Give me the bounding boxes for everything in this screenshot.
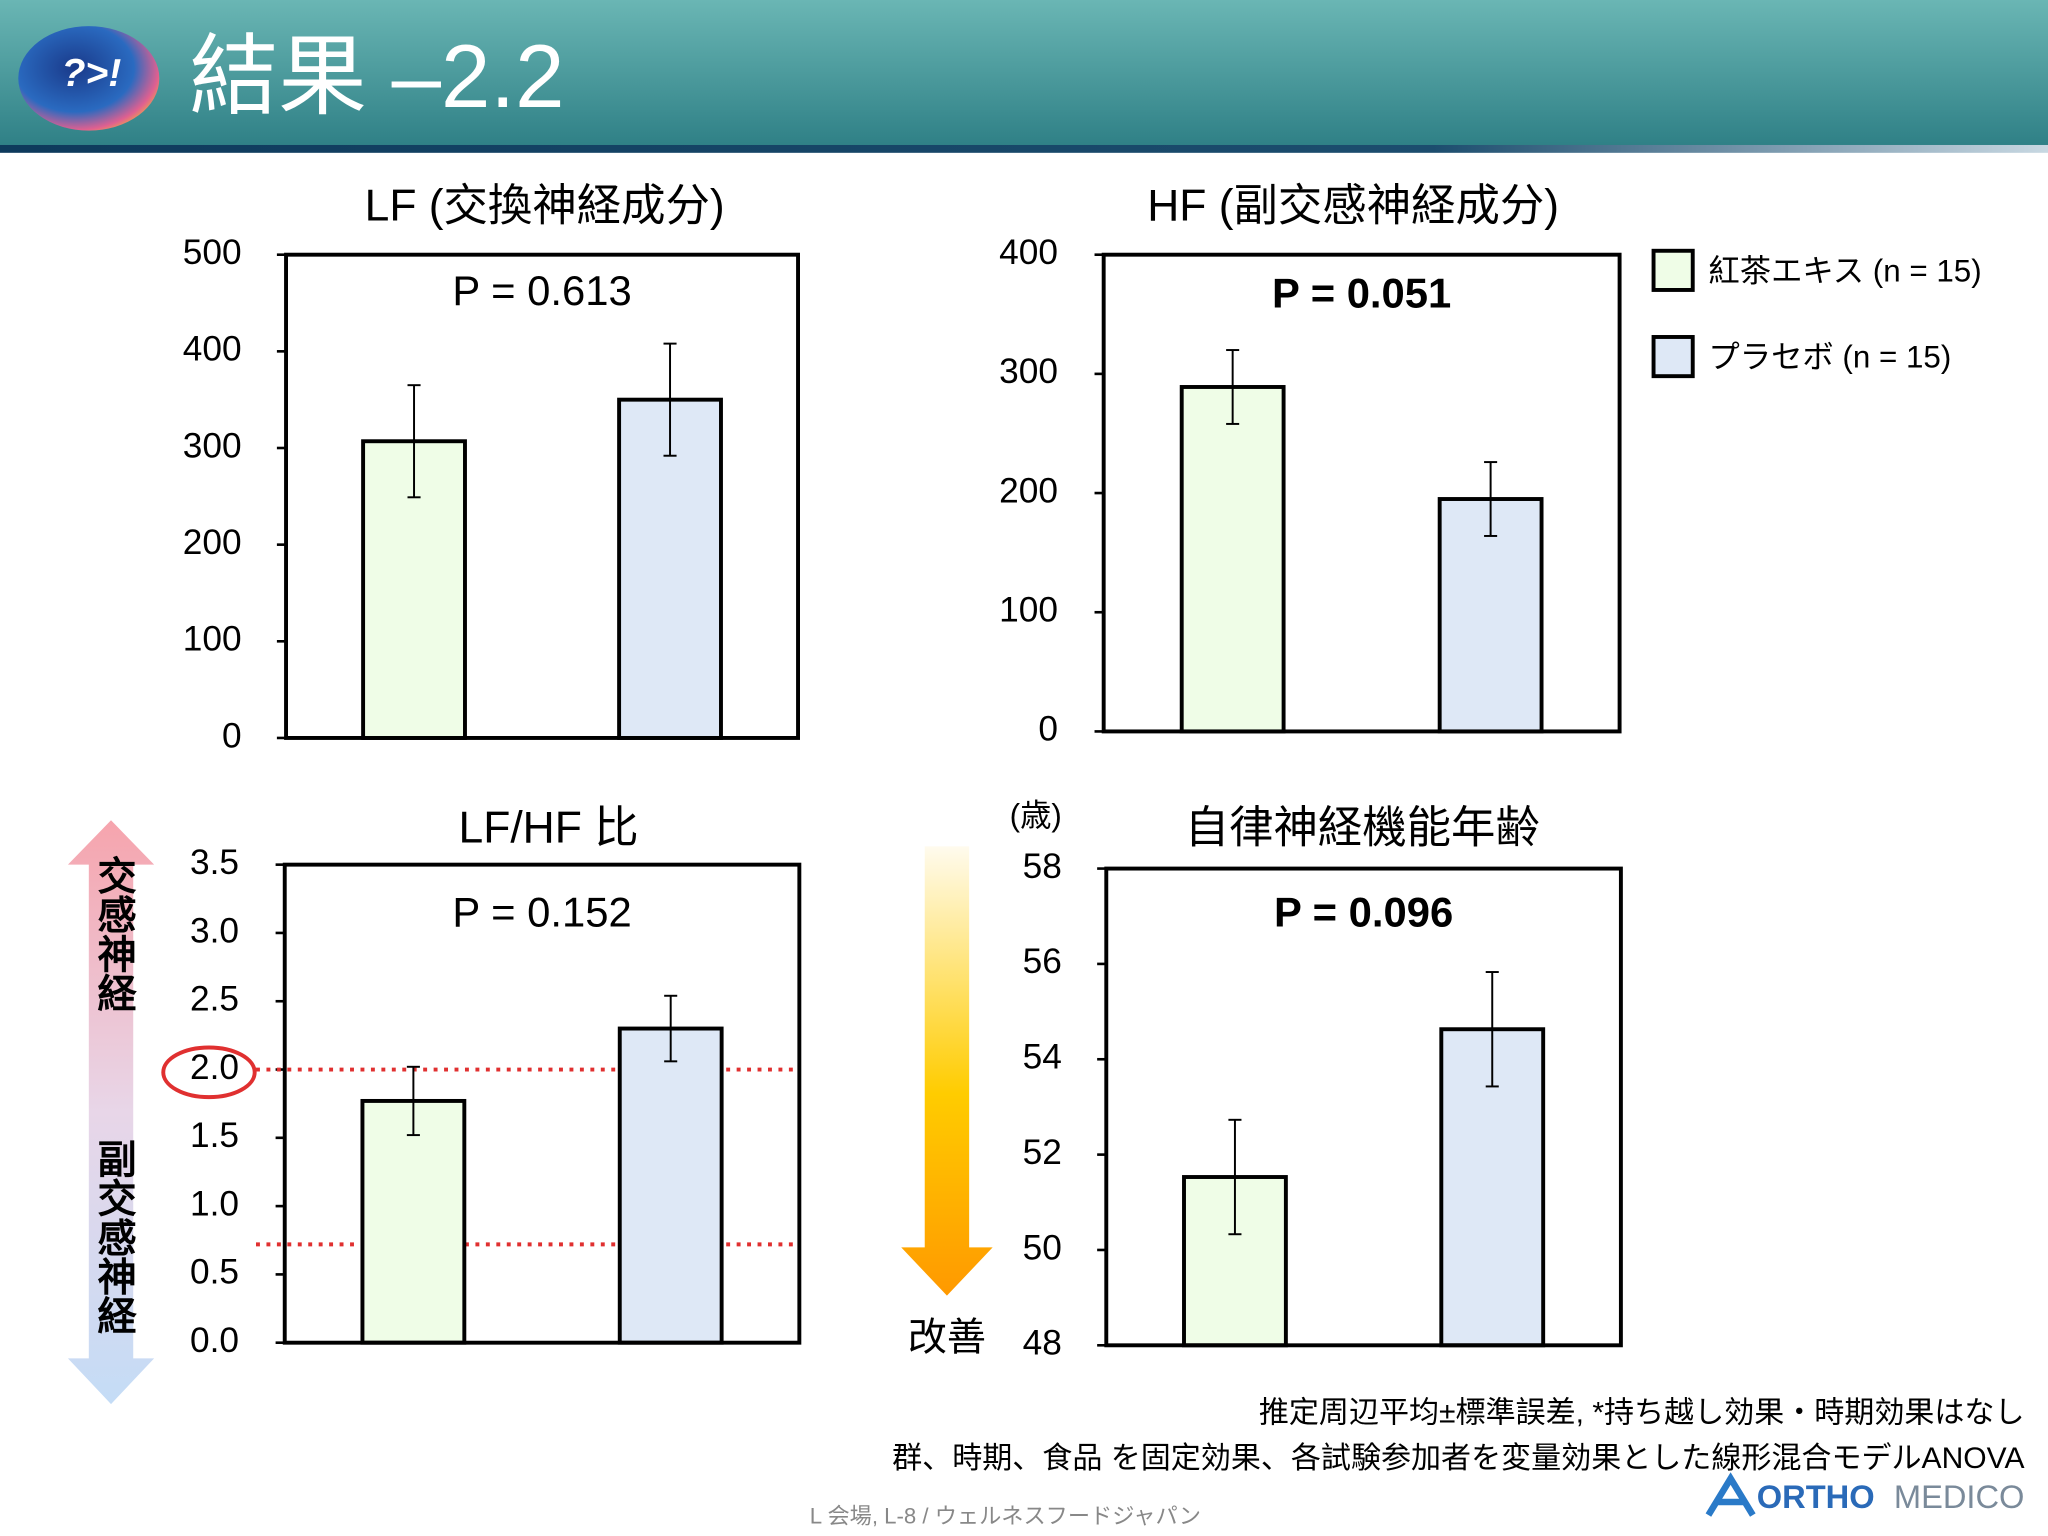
improve-arrow xyxy=(901,846,993,1296)
logo xyxy=(18,26,160,131)
p-value: P = 0.096 xyxy=(1274,889,1453,936)
y-tick-label: 56 xyxy=(1023,942,1062,981)
y-tick-label: 54 xyxy=(1023,1038,1062,1077)
legend-swatch xyxy=(1651,335,1695,379)
brand-name: ORTHO xyxy=(1757,1478,1875,1515)
y-tick-label: 50 xyxy=(1023,1228,1062,1267)
p-value: P = 0.152 xyxy=(452,889,631,936)
plot-frame xyxy=(1101,252,1622,734)
y-tick-label: 400 xyxy=(183,330,242,369)
plot-frame xyxy=(282,862,802,1345)
y-tick-label: 3.5 xyxy=(190,843,239,882)
y-tick-label: 0.0 xyxy=(190,1321,239,1360)
y-tick-label: 2.0 xyxy=(190,1048,239,1087)
chart-title: 自律神経機能年齢 xyxy=(1185,803,1540,852)
plot-frame xyxy=(284,252,800,740)
y-tick-label: 300 xyxy=(999,352,1058,391)
logo-text: ?>! xyxy=(61,52,121,95)
bar xyxy=(360,1098,467,1345)
y-tick-label: 200 xyxy=(999,471,1058,510)
y-tick-label: 100 xyxy=(999,591,1058,630)
y-tick-label: 1.0 xyxy=(190,1184,239,1223)
side-label: 副交感神経 xyxy=(92,1139,137,1335)
footnote: 推定周辺平均±標準誤差, *持ち越し効果・時期効果はなし xyxy=(1259,1396,2025,1429)
brand-suffix: MEDICO xyxy=(1894,1478,2025,1515)
y-tick-label: 3.0 xyxy=(190,911,239,950)
y-tick-label: 400 xyxy=(999,233,1058,272)
y-tick-label: 100 xyxy=(183,620,242,659)
brand-icon xyxy=(1705,1472,1756,1517)
y-tick-label: 48 xyxy=(1023,1324,1062,1363)
highlight-circle xyxy=(161,1045,257,1100)
chart-title: LF (交換神経成分) xyxy=(365,182,725,231)
y-tick-label: 52 xyxy=(1023,1133,1062,1172)
y-tick-label: 500 xyxy=(183,233,242,272)
y-tick-label: 0 xyxy=(1038,710,1058,749)
footnote: 群、時期、食品 を固定効果、各試験参加者を変量効果とした線形混合モデルANOVA xyxy=(892,1442,2024,1475)
y-tick-label: 58 xyxy=(1023,847,1062,886)
y-tick-label: 200 xyxy=(183,523,242,562)
p-value: P = 0.613 xyxy=(452,267,631,314)
header-rule xyxy=(0,144,2048,153)
p-value: P = 0.051 xyxy=(1272,270,1451,317)
legend-label: 紅茶エキス (n = 15) xyxy=(1708,253,1981,288)
chart-title: HF (副交感神経成分) xyxy=(1147,182,1559,231)
source: L 会場, L-8 / ウェルネスフードジャパン xyxy=(810,1504,1201,1529)
header-bar xyxy=(0,0,2048,147)
y-tick-label: 1.5 xyxy=(190,1116,239,1155)
y-tick-label: 0 xyxy=(222,716,242,755)
side-label: 改善 xyxy=(908,1316,986,1359)
y-tick-label: 0.5 xyxy=(190,1253,239,1292)
side-arrow xyxy=(67,820,155,1405)
unit-label: (歳) xyxy=(1010,798,1062,833)
y-tick-label: 300 xyxy=(183,426,242,465)
legend-swatch xyxy=(1651,248,1695,292)
chart-title: LF/HF 比 xyxy=(459,803,639,852)
bar xyxy=(1437,497,1544,734)
side-label: 交感神経 xyxy=(92,856,137,1013)
legend-label: プラセボ (n = 15) xyxy=(1708,339,1951,374)
bar xyxy=(1179,385,1286,734)
y-tick-label: 2.5 xyxy=(190,980,239,1019)
bar xyxy=(617,1026,724,1345)
slide-title: 結果 –2.2 xyxy=(189,27,564,126)
plot-frame xyxy=(1104,866,1623,1348)
